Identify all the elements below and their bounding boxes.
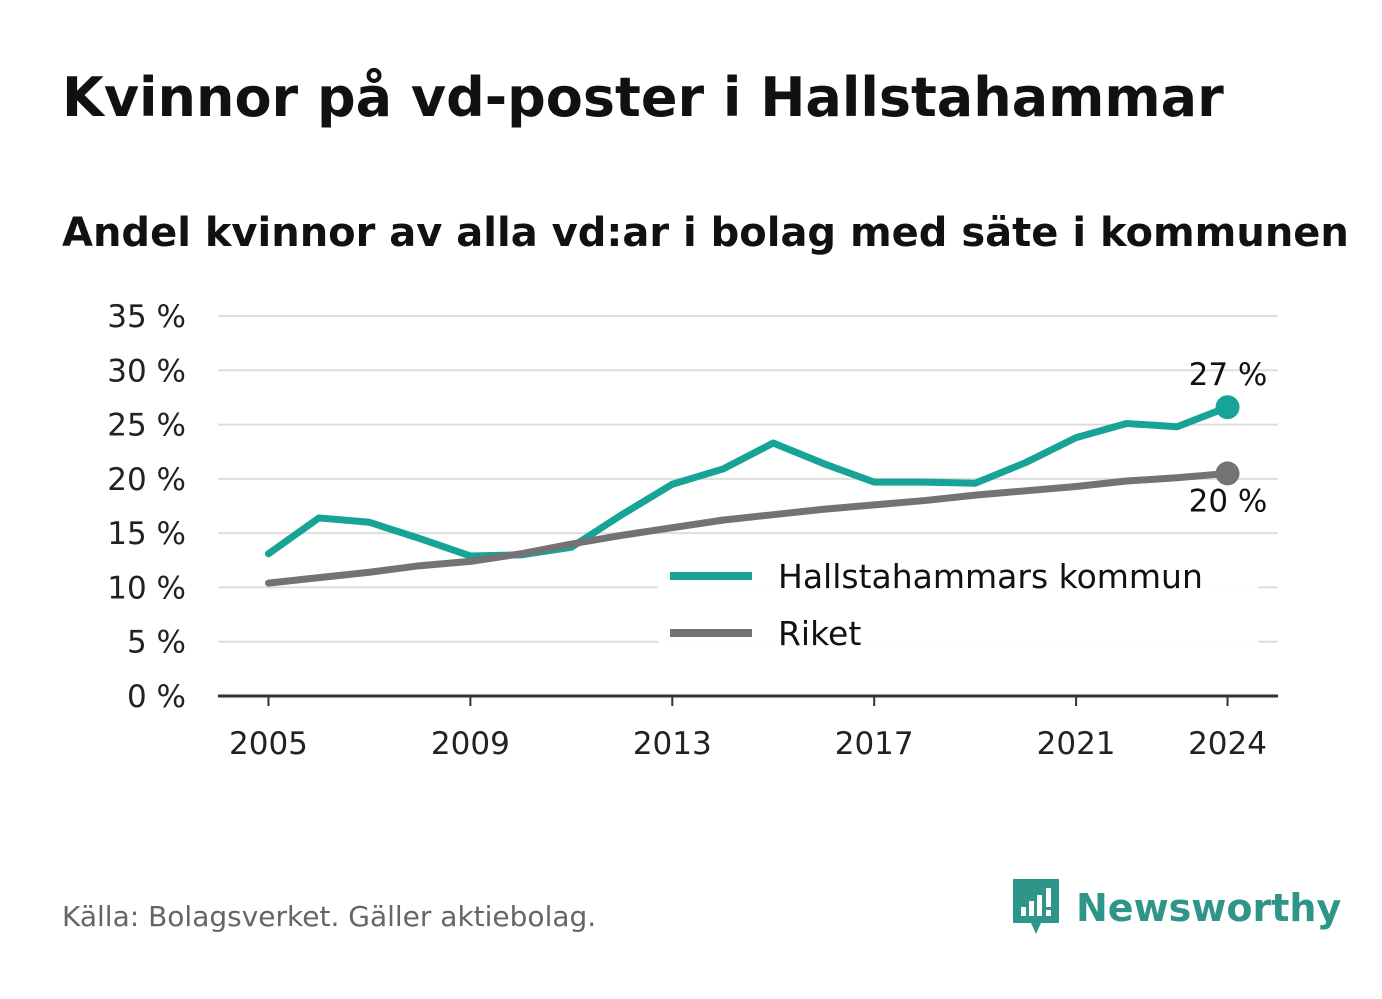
y-tick-label: 35 % bbox=[107, 299, 186, 335]
end-value-label: 20 % bbox=[1189, 483, 1268, 519]
x-tick-label: 2009 bbox=[431, 726, 510, 762]
legend-label: Riket bbox=[778, 614, 861, 653]
y-tick-label: 25 % bbox=[107, 408, 186, 444]
legend-label: Hallstahammars kommun bbox=[778, 557, 1203, 596]
series-end-marker bbox=[1215, 461, 1240, 486]
chart-title: Kvinnor på vd-poster i Hallstahammar bbox=[62, 66, 1224, 129]
y-tick-label: 20 % bbox=[107, 462, 186, 498]
newsworthy-logo-icon bbox=[1013, 879, 1059, 934]
y-tick-label: 30 % bbox=[107, 353, 186, 389]
source-note: Källa: Bolagsverket. Gäller aktiebolag. bbox=[62, 900, 597, 933]
y-tick-label: 5 % bbox=[127, 625, 186, 661]
series-lines bbox=[264, 395, 1240, 587]
brand-name: Newsworthy bbox=[1076, 886, 1342, 930]
end-labels: 27 % 20 % bbox=[1189, 357, 1268, 519]
x-tick-label: 2021 bbox=[1037, 726, 1116, 762]
legend-background bbox=[658, 546, 1258, 670]
chart-subtitle: Andel kvinnor av alla vd:ar i bolag med … bbox=[62, 210, 1349, 256]
gridlines bbox=[218, 315, 1278, 643]
series-line bbox=[264, 403, 1232, 560]
series-line bbox=[264, 469, 1232, 587]
legend: Hallstahammars kommun Riket bbox=[658, 546, 1258, 670]
y-axis-ticks: 0 % 5 % 10 % 15 % 20 % 25 % 30 % 35 % bbox=[107, 299, 186, 715]
x-tick-label: 2013 bbox=[633, 726, 712, 762]
y-tick-label: 15 % bbox=[107, 516, 186, 552]
x-tick-label: 2017 bbox=[835, 726, 914, 762]
series-end-marker bbox=[1215, 395, 1240, 420]
end-value-label: 27 % bbox=[1189, 357, 1268, 393]
x-tick-label: 2024 bbox=[1188, 726, 1267, 762]
y-tick-label: 0 % bbox=[127, 679, 186, 715]
brand-logo: Newsworthy bbox=[1010, 876, 1341, 940]
y-tick-label: 10 % bbox=[107, 570, 186, 606]
x-tick-label: 2005 bbox=[229, 726, 308, 762]
x-axis-ticks: 2005 2009 2013 2017 2021 2024 bbox=[229, 696, 1267, 762]
